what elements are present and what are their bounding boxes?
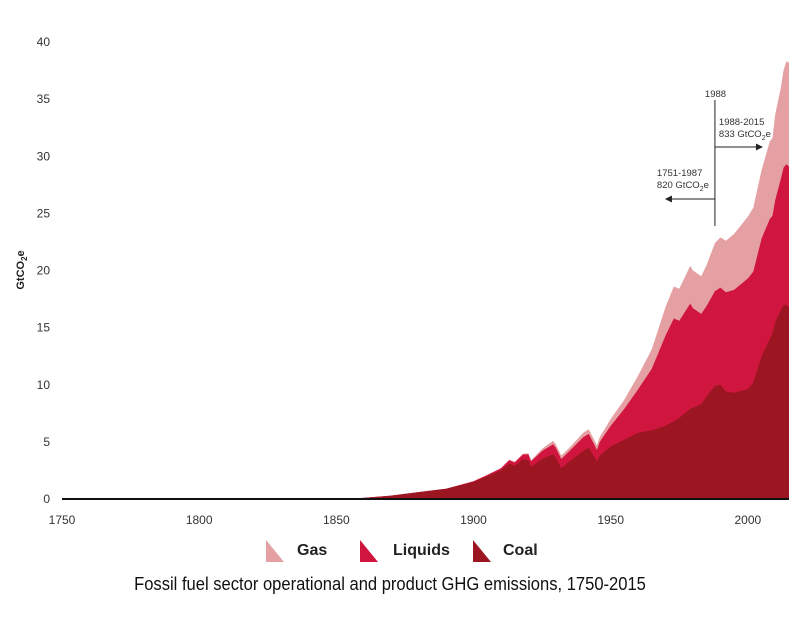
legend-item-liquids: Liquids bbox=[360, 540, 450, 562]
legend-swatch-liquids bbox=[360, 540, 378, 562]
right-amount-label: 833 GtCO2e bbox=[719, 129, 771, 142]
y-tick-label: 20 bbox=[37, 264, 51, 278]
left-amount-label: 820 GtCO2e bbox=[657, 180, 709, 193]
legend-swatch-coal bbox=[473, 540, 491, 562]
chart-caption: Fossil fuel sector operational and produ… bbox=[134, 574, 646, 594]
legend-label-gas: Gas bbox=[297, 542, 327, 559]
right-period-label: 1988-2015 bbox=[719, 117, 764, 128]
x-tick-label: 1950 bbox=[597, 513, 624, 527]
left-arrow-head bbox=[664, 195, 672, 203]
y-tick-label: 10 bbox=[37, 378, 51, 392]
y-axis-label: GtCO2e bbox=[15, 250, 29, 289]
stacked-areas bbox=[62, 61, 789, 500]
legend-item-gas: Gas bbox=[266, 540, 327, 562]
x-tick-label: 2000 bbox=[734, 513, 761, 527]
y-tick-label: 15 bbox=[37, 321, 51, 335]
legend-swatch-gas bbox=[266, 540, 284, 562]
y-tick-label: 0 bbox=[43, 492, 50, 506]
marker-year-label: 1988 bbox=[705, 89, 726, 100]
x-tick-label: 1900 bbox=[460, 513, 487, 527]
y-tick-label: 25 bbox=[37, 206, 51, 220]
legend-label-coal: Coal bbox=[503, 542, 538, 559]
y-axis-ticks: 0 5 10 15 20 25 30 35 40 bbox=[37, 35, 51, 506]
legend: Gas Liquids Coal bbox=[266, 540, 538, 562]
y-tick-label: 35 bbox=[37, 92, 51, 106]
y-tick-label: 30 bbox=[37, 149, 51, 163]
y-tick-label: 40 bbox=[37, 35, 51, 49]
left-period-label: 1751-1987 bbox=[657, 168, 702, 179]
area-coal bbox=[62, 304, 789, 499]
x-tick-label: 1850 bbox=[323, 513, 350, 527]
x-tick-label: 1800 bbox=[186, 513, 213, 527]
y-tick-label: 5 bbox=[43, 435, 50, 449]
legend-item-coal: Coal bbox=[473, 540, 538, 562]
x-axis-ticks: 1750 1800 1850 1900 1950 2000 bbox=[49, 513, 762, 527]
period-annotation: 1988 1988-2015 833 GtCO2e 1751-1987 820 … bbox=[657, 89, 771, 226]
legend-label-liquids: Liquids bbox=[393, 542, 450, 559]
right-arrow-head bbox=[755, 143, 763, 151]
x-tick-label: 1750 bbox=[49, 513, 76, 527]
